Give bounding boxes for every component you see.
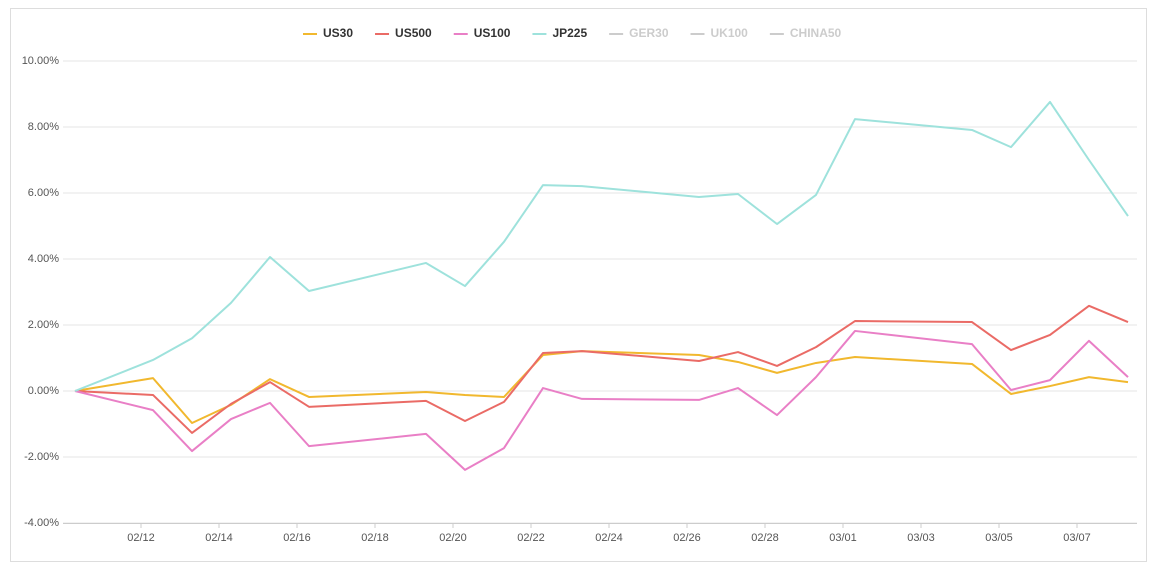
x-tick-label: 02/14 xyxy=(205,532,233,544)
y-tick-label: 8.00% xyxy=(28,121,59,133)
legend-item[interactable]: CHINA50 xyxy=(790,26,842,40)
x-tick-label: 03/03 xyxy=(907,532,935,544)
x-tick-label: 03/07 xyxy=(1063,532,1091,544)
x-tick-label: 02/26 xyxy=(673,532,701,544)
series-line xyxy=(74,100,1129,392)
y-tick-label: 10.00% xyxy=(22,55,60,67)
y-tick-label: -4.00% xyxy=(24,517,59,529)
series-line xyxy=(74,304,1129,434)
x-tick-label: 02/12 xyxy=(127,532,155,544)
x-tick-label: 02/20 xyxy=(439,532,467,544)
legend-item[interactable]: US500 xyxy=(395,26,432,40)
legend-item[interactable]: GER30 xyxy=(629,26,669,40)
x-tick-label: 02/18 xyxy=(361,532,389,544)
x-tick-label: 02/24 xyxy=(595,532,623,544)
series-line xyxy=(74,329,1129,471)
y-tick-label: 2.00% xyxy=(28,319,59,331)
legend-item[interactable]: JP225 xyxy=(552,26,587,40)
legend-item[interactable]: US30 xyxy=(323,26,353,40)
x-tick-label: 02/28 xyxy=(751,532,779,544)
y-tick-label: -2.00% xyxy=(24,451,59,463)
y-tick-label: 4.00% xyxy=(28,253,59,265)
legend-item[interactable]: US100 xyxy=(474,26,511,40)
x-tick-label: 03/01 xyxy=(829,532,857,544)
legend-item[interactable]: UK100 xyxy=(711,26,749,40)
x-tick-label: 03/05 xyxy=(985,532,1013,544)
y-tick-label: 6.00% xyxy=(28,187,59,199)
chart-frame xyxy=(10,8,1147,562)
y-tick-label: 0.00% xyxy=(28,385,59,397)
x-tick-label: 02/22 xyxy=(517,532,545,544)
series-line xyxy=(74,350,1129,425)
x-tick-label: 02/16 xyxy=(283,532,311,544)
